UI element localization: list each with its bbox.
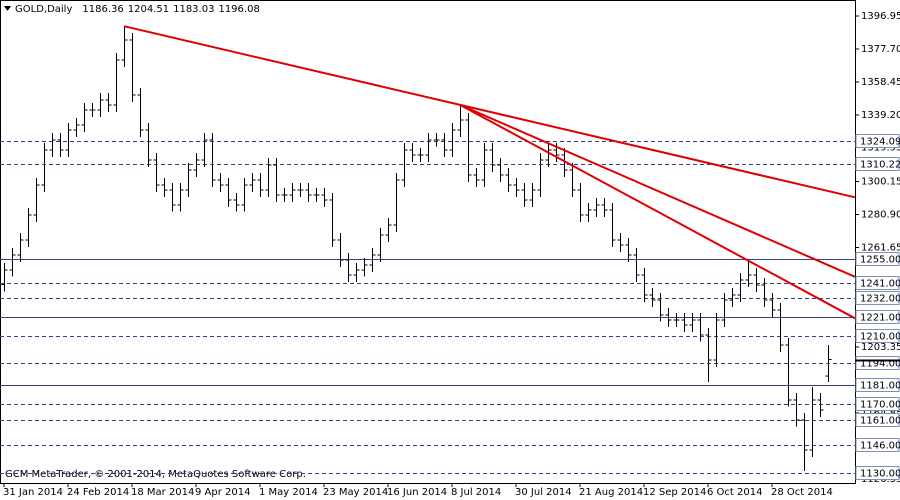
level-label-box <box>855 276 900 290</box>
level-label: 1310.22 <box>860 160 900 171</box>
level-label-box <box>855 134 900 148</box>
y-tick-label: 1280.90 <box>861 209 900 220</box>
level-label-box <box>855 329 900 343</box>
level-label-box <box>855 291 900 305</box>
x-tick-label: 8 Jul 2014 <box>451 487 501 498</box>
level-label: 1241.00 <box>860 279 900 290</box>
level-label-box <box>855 438 900 452</box>
x-tick-label: 31 Jan 2014 <box>3 487 63 498</box>
level-label-box <box>855 397 900 411</box>
close-value: 1196.08 <box>218 4 259 15</box>
y-tick-label: 1319.95 <box>861 143 900 154</box>
footer: GCM MetaTrader, © 2001-2014, MetaQuotes … <box>5 469 306 480</box>
x-tick-label: 9 Apr 2014 <box>195 487 250 498</box>
x-tick-label: 1 May 2014 <box>259 487 318 498</box>
x-tick-label: 16 Jun 2014 <box>387 487 447 498</box>
level-label: 1210.00 <box>860 332 900 343</box>
level-label-box <box>855 157 900 171</box>
plot-frame <box>0 0 856 484</box>
level-label-box <box>855 310 900 324</box>
level-label: 1194.00 <box>860 359 900 370</box>
level-label: 1232.00 <box>860 294 900 305</box>
chart-header: GOLD,Daily 1186.36 1204.51 1183.03 1196.08 <box>15 4 260 15</box>
level-label: 1255.00 <box>860 255 900 266</box>
level-label: 1170.00 <box>860 400 900 411</box>
x-tick-label: 12 Sep 2014 <box>643 487 706 498</box>
level-label-box <box>855 466 900 480</box>
x-tick-label: 30 Jul 2014 <box>515 487 572 498</box>
level-label-box <box>855 252 900 266</box>
trendline <box>123 25 856 199</box>
y-tick-label: 1339.20 <box>861 110 900 121</box>
menu-arrow <box>4 6 11 11</box>
high-value: 1204.51 <box>128 4 169 15</box>
trendline <box>459 103 856 278</box>
y-tick-label: 1300.15 <box>861 177 900 188</box>
level-label: 1146.00 <box>860 441 900 452</box>
x-tick-label: 23 May 2014 <box>323 487 388 498</box>
level-label: 1324.09 <box>860 137 900 148</box>
x-tick-label: 6 Oct 2014 <box>707 487 762 498</box>
y-tick-label: 1203.35 <box>861 342 900 353</box>
chart-title: GOLD,Daily <box>15 4 72 15</box>
low-value: 1183.03 <box>173 4 214 15</box>
x-tick-label: 28 Oct 2014 <box>771 487 833 498</box>
open-value: 1186.36 <box>82 4 123 15</box>
y-tick-label: 1396.95 <box>861 11 900 22</box>
trendline <box>459 103 856 320</box>
y-tick-label: 1358.45 <box>861 77 900 88</box>
y-tick-label: 1261.65 <box>861 242 900 253</box>
level-label: 1221.00 <box>860 313 900 324</box>
level-label-box <box>855 378 900 392</box>
x-tick-label: 21 Aug 2014 <box>579 487 643 498</box>
level-label: 1161.00 <box>860 416 900 427</box>
x-tick-label: 24 Feb 2014 <box>67 487 129 498</box>
y-tick-label: 1377.70 <box>861 44 900 55</box>
level-label: 1130.00 <box>860 469 900 480</box>
level-label-box <box>855 413 900 427</box>
level-label: 1181.00 <box>860 381 900 392</box>
x-tick-label: 18 Mar 2014 <box>131 487 194 498</box>
